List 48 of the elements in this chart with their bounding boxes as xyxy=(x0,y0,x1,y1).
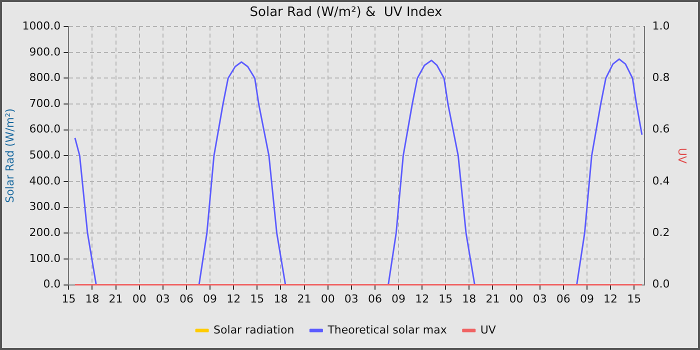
x-tick-label: 21 xyxy=(297,292,312,306)
y2-tick-label: 0.8 xyxy=(652,71,670,84)
y-tick-label: 1000.0 xyxy=(22,19,61,32)
x-tick-label: 18 xyxy=(85,292,100,306)
x-tick-label: 15 xyxy=(250,292,264,306)
legend-label: Solar radiation xyxy=(214,323,294,336)
y-tick-label: 900.0 xyxy=(29,45,61,58)
x-tick-label: 09 xyxy=(203,292,218,306)
x-tick-label: 15 xyxy=(627,292,642,306)
x-tick-label: 09 xyxy=(392,292,406,306)
legend-label: Theoretical solar max xyxy=(326,323,448,336)
y-tick-label: 600.0 xyxy=(29,122,61,136)
x-tick-label: 03 xyxy=(344,292,358,306)
x-tick-label: 15 xyxy=(438,292,453,306)
y-tick-label: 0.0 xyxy=(43,278,61,291)
x-tick-label: 15 xyxy=(62,292,76,306)
x-tick-label: 00 xyxy=(509,292,524,306)
y2-tick-label: 1.0 xyxy=(652,19,670,32)
x-tick-label: 21 xyxy=(108,292,123,306)
x-tick-label: 09 xyxy=(580,292,594,306)
y-tick-label: 100.0 xyxy=(29,252,61,265)
x-tick-label: 18 xyxy=(274,292,288,306)
x-tick-label: 12 xyxy=(604,292,618,306)
x-tick-label: 06 xyxy=(368,292,382,306)
y-tick-label: 400.0 xyxy=(29,174,61,188)
x-tick-label: 03 xyxy=(156,292,170,306)
x-tick-label: 12 xyxy=(415,292,430,306)
y-tick-label: 500.0 xyxy=(29,148,61,162)
x-tick-label: 12 xyxy=(226,292,241,306)
x-tick-label: 06 xyxy=(179,292,194,306)
y2-tick-label: 0.6 xyxy=(652,122,670,136)
y-axis-title: Solar Rad (W/m²) xyxy=(3,108,16,203)
y-tick-label: 700.0 xyxy=(29,96,61,110)
x-tick-label: 21 xyxy=(486,292,500,306)
y-tick-label: 300.0 xyxy=(29,200,61,214)
y2-tick-label: 0.4 xyxy=(652,174,670,188)
x-tick-label: 06 xyxy=(556,292,570,306)
legend-label: UV xyxy=(480,323,496,336)
y2-tick-label: 0.2 xyxy=(652,226,670,240)
y2-axis-title: UV xyxy=(676,148,689,164)
y-tick-label: 200.0 xyxy=(29,226,61,240)
chart-title: Solar Rad (W/m²) & UV Index xyxy=(250,5,443,20)
x-tick-label: 18 xyxy=(462,292,476,306)
x-tick-label: 00 xyxy=(320,292,335,306)
x-tick-label: 03 xyxy=(532,292,547,306)
y-tick-label: 800.0 xyxy=(29,71,61,84)
x-tick-label: 00 xyxy=(132,292,146,306)
y2-tick-label: 0.0 xyxy=(652,278,670,291)
